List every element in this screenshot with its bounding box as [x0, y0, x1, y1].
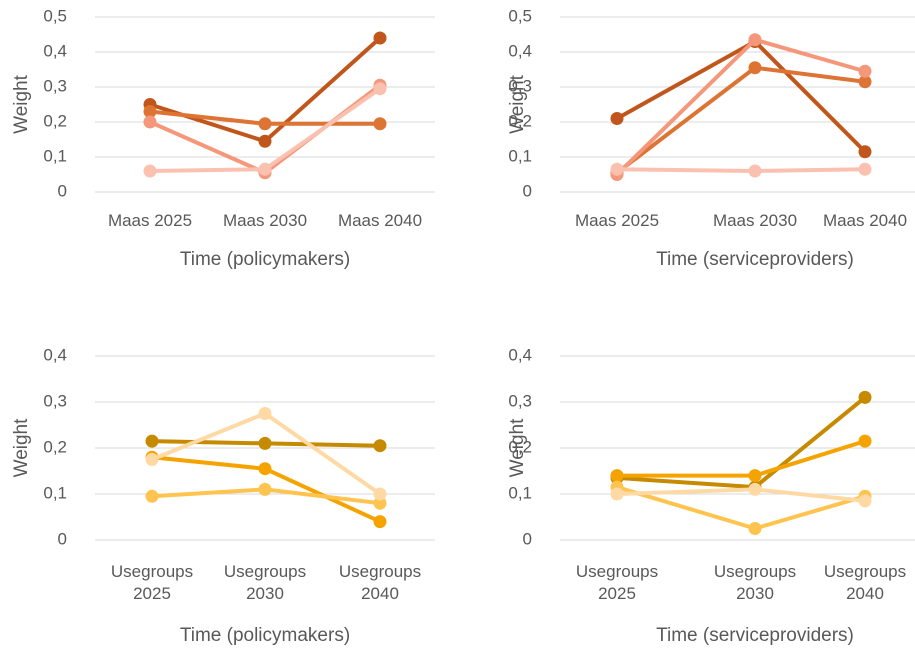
- x-axis-title: Time (serviceproviders): [656, 249, 854, 270]
- point: [373, 82, 387, 96]
- series-line: [617, 439, 866, 478]
- point: [748, 482, 762, 496]
- point: [748, 164, 762, 178]
- point: [610, 487, 624, 501]
- y-tick-label: 0: [58, 529, 67, 548]
- point: [258, 482, 272, 496]
- point: [373, 487, 387, 501]
- y-tick-label: 0,5: [508, 6, 532, 25]
- point: [258, 134, 272, 148]
- point: [373, 515, 387, 529]
- series-line: [616, 39, 867, 154]
- x-tick-label: Maas 2025: [574, 211, 660, 230]
- point: [258, 117, 272, 131]
- point: [373, 439, 387, 453]
- y-tick-label: 0,2: [508, 437, 532, 456]
- x-axis-title: Time (serviceproviders): [656, 625, 854, 646]
- point: [373, 496, 387, 510]
- y-axis-title: Weight: [11, 418, 32, 478]
- point: [373, 31, 387, 45]
- y-tick-label: 0,3: [43, 76, 67, 95]
- x-tick-label: Maas 2040: [337, 211, 423, 230]
- y-tick-label: 0,1: [43, 146, 67, 165]
- series-line: [151, 411, 382, 496]
- x-tick-label: Maas 2040: [822, 211, 908, 230]
- point: [858, 494, 872, 508]
- y-tick-label: 0,4: [43, 41, 67, 60]
- x-tick-label: Usegroups 2025: [110, 562, 194, 603]
- y-tick-label: 0,5: [43, 6, 67, 25]
- point: [748, 469, 762, 483]
- point: [258, 436, 272, 450]
- point: [858, 64, 872, 78]
- y-tick-label: 0,4: [508, 345, 532, 364]
- x-tick-label: Usegroups 2030: [713, 562, 797, 603]
- y-tick-label: 0,3: [508, 76, 532, 95]
- x-tick-label: Usegroups 2040: [823, 562, 907, 603]
- x-tick-label: Maas 2030: [712, 211, 798, 230]
- point: [858, 162, 872, 176]
- y-axis-title: Weight: [11, 74, 32, 134]
- series-line: [616, 167, 866, 173]
- x-tick-label: Usegroups 2025: [575, 562, 659, 603]
- x-axis-title: Time (policymakers): [180, 625, 350, 646]
- y-tick-label: 0,3: [508, 391, 532, 410]
- x-axis-title: Time (policymakers): [180, 249, 350, 270]
- series-line: [615, 37, 866, 176]
- point: [610, 162, 624, 176]
- point: [143, 105, 157, 118]
- point: [748, 61, 762, 75]
- x-tick-label: Usegroups 2030: [223, 562, 307, 603]
- point: [258, 407, 272, 420]
- point: [858, 75, 872, 89]
- y-axis-title: Weight: [507, 74, 528, 134]
- point: [143, 164, 157, 178]
- point: [373, 117, 387, 131]
- y-tick-label: 0,1: [508, 146, 532, 165]
- y-tick-label: 0,3: [43, 391, 67, 410]
- point: [143, 115, 157, 129]
- point: [858, 145, 872, 159]
- point: [258, 462, 272, 476]
- y-tick-label: 0,1: [508, 483, 532, 502]
- x-tick-label: Maas 2030: [222, 211, 308, 230]
- point: [858, 390, 872, 404]
- point: [145, 453, 159, 466]
- point: [858, 434, 872, 448]
- y-tick-label: 0: [523, 529, 532, 548]
- y-tick-label: 0: [58, 181, 67, 200]
- point: [748, 33, 762, 47]
- point: [610, 112, 624, 125]
- y-tick-label: 0,4: [508, 41, 532, 60]
- y-tick-label: 0,1: [43, 483, 67, 502]
- y-tick-label: 0,2: [43, 437, 67, 456]
- x-tick-label: Maas 2025: [107, 211, 193, 230]
- y-tick-label: 0,4: [43, 345, 67, 364]
- y-axis-title: Weight: [507, 418, 528, 478]
- y-tick-label: 0,2: [508, 111, 532, 130]
- x-tick-label: Usegroups 2040: [338, 562, 422, 603]
- point: [145, 489, 159, 503]
- y-tick-label: 0: [523, 181, 532, 200]
- point: [145, 434, 159, 448]
- point: [258, 162, 272, 176]
- point: [748, 522, 762, 535]
- point: [610, 469, 624, 483]
- y-tick-label: 0,2: [43, 111, 67, 130]
